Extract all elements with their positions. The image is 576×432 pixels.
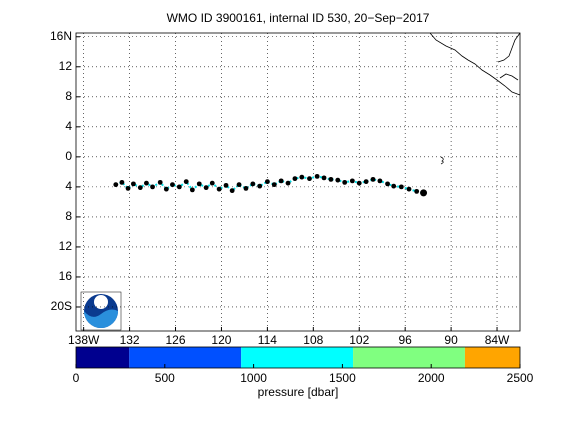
colorbar-segment	[353, 347, 465, 368]
y-tick-label: 16N	[50, 29, 72, 43]
chart-title: WMO ID 3900161, internal ID 530, 20−Sep−…	[167, 11, 430, 25]
float-position	[356, 180, 362, 186]
y-tick-label: 0	[65, 149, 72, 163]
float-position	[377, 178, 383, 184]
float-position	[342, 179, 348, 185]
axes-box	[75, 32, 521, 332]
float-position	[271, 182, 277, 188]
float-position	[278, 178, 284, 184]
float-position	[398, 184, 404, 190]
float-position	[150, 184, 155, 190]
float-position	[257, 183, 263, 189]
colorbar-segment	[464, 347, 520, 368]
float-position	[250, 181, 256, 187]
float-position	[243, 185, 249, 191]
float-position	[299, 174, 305, 180]
float-position	[363, 179, 369, 185]
float-position	[183, 179, 189, 185]
x-tick-label: 96	[398, 333, 412, 347]
x-tick-label: 108	[303, 333, 323, 347]
float-position	[385, 181, 390, 187]
x-tick-label: 120	[211, 333, 231, 347]
float-position	[420, 189, 428, 197]
float-position	[176, 184, 182, 190]
float-position	[292, 176, 298, 182]
colorbar-tick-label: 0	[73, 371, 80, 385]
y-tick-label: 16	[59, 269, 73, 283]
float-position	[391, 183, 397, 189]
float-position	[321, 175, 327, 181]
float-position	[163, 186, 169, 192]
float-position	[328, 176, 334, 182]
x-tick-label: 126	[166, 333, 186, 347]
island	[440, 156, 444, 165]
float-position	[144, 180, 149, 186]
colorbar-box	[75, 346, 521, 369]
x-tick-label: 114	[258, 333, 277, 347]
y-tick-label: 8	[65, 89, 72, 103]
float-position	[414, 188, 420, 194]
float-position	[264, 179, 270, 185]
float-position	[216, 186, 222, 192]
float-position	[209, 180, 215, 186]
colorbar-label: pressure [dbar]	[258, 385, 339, 399]
float-position	[137, 185, 143, 191]
colorbar-tick-label: 500	[155, 371, 175, 385]
colorbar-segment	[129, 347, 242, 368]
float-position	[236, 182, 242, 188]
float-position	[229, 188, 235, 194]
float-position	[223, 182, 229, 188]
y-tick-label: 4	[65, 179, 72, 193]
float-position	[157, 179, 163, 185]
float-position	[189, 187, 195, 193]
float-position	[370, 176, 376, 182]
float-position	[196, 181, 202, 187]
x-tick-label: 84W	[485, 333, 510, 347]
y-tick-label: 20S	[51, 299, 72, 313]
float-position	[203, 185, 209, 191]
colorbar-tick-label: 1500	[329, 371, 356, 385]
float-position	[406, 186, 412, 192]
noaa-logo	[80, 291, 122, 331]
float-position	[285, 180, 291, 186]
float-position	[335, 177, 341, 183]
float-position	[314, 173, 320, 179]
float-position	[113, 182, 119, 188]
y-tick-label: 12	[59, 59, 73, 73]
y-tick-label: 12	[59, 239, 73, 253]
x-tick-label: 90	[444, 333, 458, 347]
colorbar-segment	[76, 347, 130, 368]
float-position	[131, 181, 136, 187]
colorbar-tick-label: 2500	[507, 371, 534, 385]
coastline	[429, 32, 521, 96]
colorbar-segment	[241, 347, 354, 368]
float-position	[119, 179, 125, 185]
y-tick-label: 8	[65, 209, 72, 223]
float-position	[125, 185, 131, 191]
float-position	[349, 178, 355, 184]
colorbar-tick-label: 2000	[418, 371, 445, 385]
x-tick-label: 138W	[68, 333, 100, 347]
x-tick-label: 102	[349, 333, 369, 347]
colorbar-tick-label: 1000	[240, 371, 267, 385]
float-position	[307, 176, 312, 182]
y-tick-label: 4	[65, 119, 72, 133]
x-tick-label: 132	[120, 333, 140, 347]
float-position	[170, 182, 175, 188]
